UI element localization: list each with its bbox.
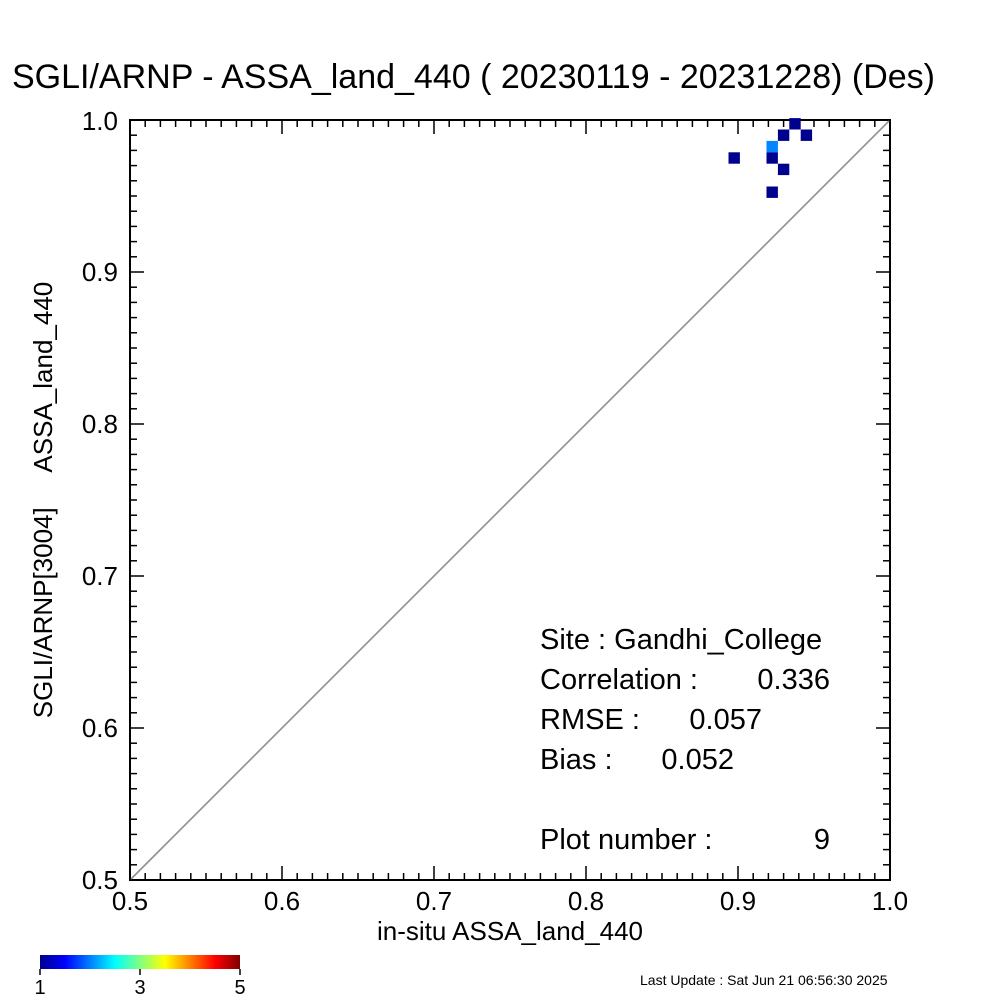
data-point [789, 118, 801, 130]
x-tick-label: 1.0 [872, 886, 908, 916]
rmse-value: 0.057 [689, 704, 762, 736]
y-axis-label: SGLI/ARNP[3004] ASSA_land_440 [28, 282, 58, 719]
stats-block: Site : Gandhi_College Correlation : 0.33… [540, 624, 830, 856]
y-tick-label: 0.6 [82, 713, 118, 743]
correlation-label: Correlation : [540, 664, 698, 696]
x-tick-label: 0.9 [720, 886, 756, 916]
y-tick-label: 0.7 [82, 561, 118, 591]
colorbar-max-label: 5 [234, 977, 245, 999]
chart-title: SGLI/ARNP - ASSA_land_440 ( 20230119 - 2… [12, 58, 935, 96]
data-points [728, 118, 813, 198]
y-tick-label: 0.5 [82, 865, 118, 895]
x-tick-label: 0.5 [112, 886, 148, 916]
data-point [766, 140, 778, 153]
axis-ticks [129, 119, 891, 881]
data-point [728, 152, 740, 164]
bias-value: 0.052 [661, 744, 734, 776]
y-tick-label: 1.0 [82, 106, 118, 136]
y-tick-labels: 0.5 0.6 0.7 0.8 0.9 1.0 [82, 106, 118, 895]
last-update-text: Last Update : Sat Jun 21 06:56:30 2025 [640, 972, 888, 988]
data-point [777, 163, 790, 176]
rmse-label: RMSE : [540, 704, 640, 736]
data-point [766, 152, 778, 164]
x-tick-label: 0.6 [264, 886, 300, 916]
data-point [777, 129, 790, 141]
x-tick-label: 0.7 [416, 886, 452, 916]
plot-number-value: 9 [814, 824, 830, 856]
bias-label: Bias : [540, 744, 613, 776]
y-tick-label: 0.8 [82, 409, 118, 439]
correlation-value: 0.336 [757, 664, 830, 696]
colorbar-gradient [40, 955, 240, 969]
colorbar: 1 3 5 [34, 955, 246, 999]
plot-number-label: Plot number : [540, 824, 712, 856]
data-point [800, 129, 813, 141]
colorbar-min-label: 1 [34, 977, 45, 999]
y-tick-label: 0.9 [82, 257, 118, 287]
x-tick-label: 0.8 [568, 886, 604, 916]
x-tick-labels: 0.5 0.6 0.7 0.8 0.9 1.0 [112, 886, 908, 916]
one-to-one-line [129, 119, 891, 881]
data-point [766, 186, 778, 198]
colorbar-mid-label: 3 [134, 977, 145, 999]
site-text: Site : Gandhi_College [540, 624, 822, 656]
x-axis-label: in-situ ASSA_land_440 [377, 916, 643, 946]
